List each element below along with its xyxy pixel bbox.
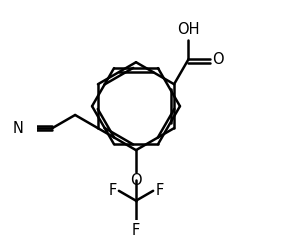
Text: N: N — [13, 121, 24, 136]
Text: O: O — [130, 173, 142, 188]
Text: OH: OH — [177, 22, 200, 38]
Text: F: F — [132, 223, 140, 238]
Text: F: F — [108, 183, 117, 198]
Text: F: F — [155, 183, 163, 198]
Text: O: O — [213, 52, 224, 67]
